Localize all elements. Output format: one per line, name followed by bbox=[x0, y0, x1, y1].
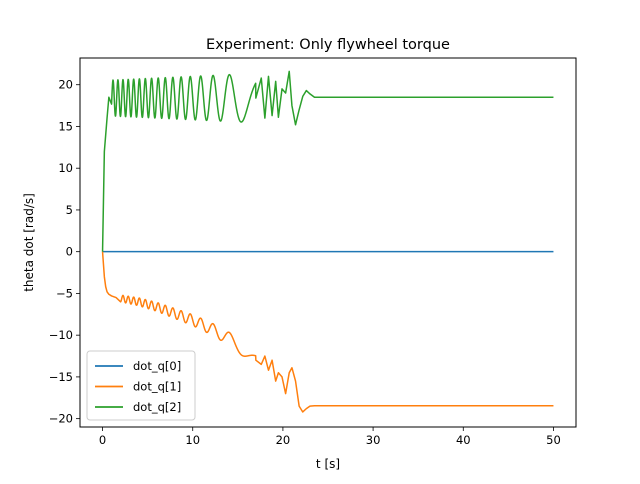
y-tick-label: −5 bbox=[56, 286, 73, 300]
legend-label-1: dot_q[1] bbox=[133, 380, 181, 394]
y-tick-label: 20 bbox=[58, 78, 73, 92]
y-tick-label: 0 bbox=[66, 245, 73, 259]
series-line-1 bbox=[101, 251, 554, 413]
x-tick-label: 10 bbox=[185, 433, 200, 447]
chart-title: Experiment: Only flywheel torque bbox=[206, 37, 450, 53]
series-line-2 bbox=[101, 70, 554, 252]
x-tick-label: 50 bbox=[546, 433, 561, 447]
y-tick-label: 15 bbox=[58, 119, 73, 133]
legend-label-2: dot_q[2] bbox=[133, 400, 181, 414]
x-tick-label: 0 bbox=[99, 433, 106, 447]
y-tick-label: −20 bbox=[49, 412, 73, 426]
x-tick-label: 30 bbox=[366, 433, 381, 447]
legend-label-0: dot_q[0] bbox=[133, 359, 181, 373]
legend: dot_q[0] dot_q[1] dot_q[2] bbox=[86, 350, 196, 421]
x-tick-label: 20 bbox=[276, 433, 291, 447]
x-axis-label: t [s] bbox=[316, 457, 340, 471]
axes-frame bbox=[79, 57, 577, 428]
y-tick-label: −15 bbox=[49, 370, 73, 384]
y-tick-label: 10 bbox=[58, 161, 73, 175]
y-tick-label: −10 bbox=[49, 328, 73, 342]
y-axis-label: theta dot [rad/s] bbox=[22, 193, 36, 292]
x-tick-label: 40 bbox=[456, 433, 471, 447]
y-tick-label: 5 bbox=[66, 203, 73, 217]
legend-box bbox=[86, 350, 196, 421]
